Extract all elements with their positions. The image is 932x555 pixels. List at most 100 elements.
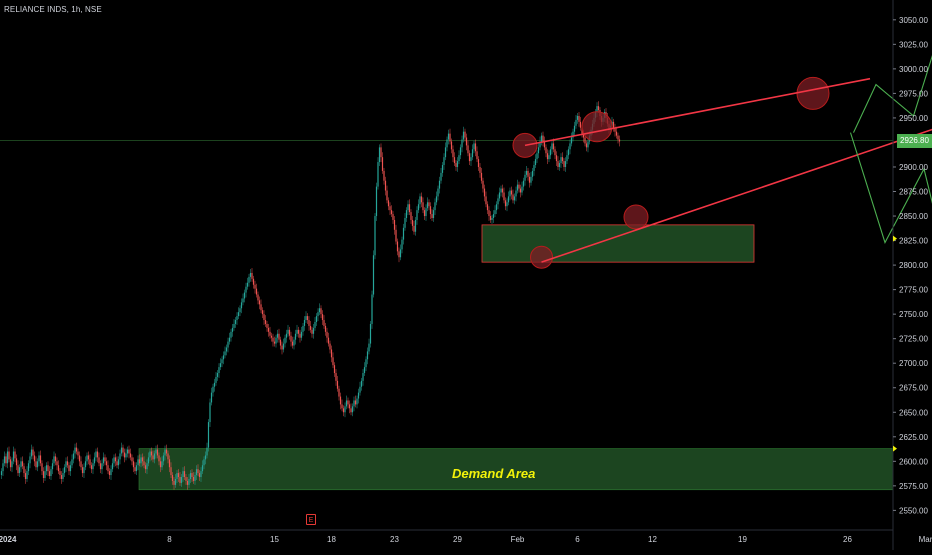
candle-body (412, 220, 413, 226)
candle-body (550, 149, 551, 155)
candle-body (68, 465, 69, 471)
candle-body (271, 336, 272, 338)
candle-body (257, 295, 258, 301)
candle-body (194, 475, 195, 481)
candle-body (347, 400, 348, 404)
x-tick-label: 8 (167, 535, 172, 544)
candle-body (61, 475, 62, 479)
y-tick-label: 2750.00 (899, 310, 928, 319)
candle-body (29, 456, 30, 463)
candle-body (536, 153, 537, 159)
candle (373, 250, 374, 297)
candle-body (335, 373, 336, 381)
candle-body (617, 136, 618, 140)
candle-body (40, 455, 41, 463)
candle-body (563, 161, 564, 167)
candle-body (446, 140, 447, 148)
candle-body (551, 143, 552, 149)
candle-body (86, 455, 87, 461)
earnings-flag-icon[interactable]: E (306, 514, 316, 525)
candle-body (209, 402, 210, 422)
candle-body (304, 320, 305, 326)
candle-body (100, 463, 101, 469)
candle-body (509, 191, 510, 197)
candle-body (293, 340, 294, 346)
candle-body (20, 461, 21, 467)
candle-body (532, 171, 533, 177)
candle-body (466, 138, 467, 146)
candle-body (338, 389, 339, 397)
candle-body (341, 404, 342, 408)
candle-body (154, 453, 155, 459)
x-tick-label: Mar (919, 535, 932, 544)
candle-body (236, 316, 237, 320)
candle-body (238, 312, 239, 316)
candle-body (358, 393, 359, 399)
y-tick-label: 2875.00 (899, 188, 928, 197)
supply-zone[interactable] (482, 225, 754, 262)
candle-body (245, 287, 246, 293)
candle-body (104, 457, 105, 461)
candle-body (619, 140, 620, 142)
candle-body (386, 191, 387, 201)
candle-body (319, 308, 320, 312)
candle-body (548, 155, 549, 159)
candle-body (454, 157, 455, 163)
candle-body (451, 141, 452, 149)
candle-body (370, 324, 371, 344)
candle-body (476, 151, 477, 159)
candle-body (214, 383, 215, 387)
candle-body (596, 106, 597, 112)
candle-body (158, 455, 159, 461)
candle-body (286, 334, 287, 338)
candle-body (97, 452, 98, 458)
candle-body (371, 295, 372, 324)
candle-body (106, 461, 107, 465)
candle-body (527, 171, 528, 177)
x-tick-label: 6 (575, 535, 580, 544)
candle-body (490, 216, 491, 220)
candle-body (485, 196, 486, 204)
candle-body (389, 206, 390, 210)
candle-body (197, 469, 198, 473)
candle-body (71, 459, 72, 465)
candle-body (287, 330, 288, 334)
candle-body (247, 283, 248, 287)
candle-body (254, 285, 255, 289)
candle-body (353, 400, 354, 406)
candle-body (470, 157, 471, 161)
candle-body (455, 163, 456, 167)
candle-body (526, 171, 527, 175)
candle-body (326, 332, 327, 338)
candle-body (275, 338, 276, 344)
candle-body (580, 122, 581, 128)
candle-body (313, 328, 314, 334)
candle-body (146, 463, 147, 469)
candle-body (181, 477, 182, 483)
candle-body (323, 320, 324, 326)
candle-body (508, 196, 509, 202)
candle-body (136, 465, 137, 471)
candle-body (518, 185, 519, 189)
candle-body (115, 457, 116, 461)
candle-body (328, 338, 329, 344)
candle-body (344, 406, 345, 412)
candle-body (557, 161, 558, 167)
candle-body (493, 214, 494, 218)
candle-body (157, 450, 158, 456)
candle-body (428, 202, 429, 206)
candle (371, 291, 372, 329)
candle-body (302, 326, 303, 332)
candle-body (232, 328, 233, 332)
candle-body (38, 455, 39, 461)
candle-body (416, 210, 417, 220)
candle-body (49, 471, 50, 476)
candle-body (2, 463, 3, 471)
candle-body (290, 336, 291, 342)
candle-body (380, 147, 381, 157)
candle-body (118, 459, 119, 465)
candle-body (521, 187, 522, 193)
candle-body (8, 452, 9, 460)
candle-body (172, 475, 173, 481)
